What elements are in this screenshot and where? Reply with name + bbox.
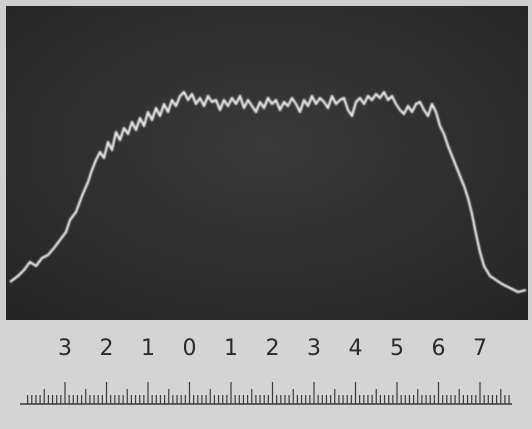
ruler-label: 2 [100,336,114,361]
ruler-label: 3 [58,336,72,361]
ruler-label: 2 [266,336,280,361]
ruler-label: 1 [224,336,238,361]
ruler-label: 4 [349,336,363,361]
ruler-ticks [27,382,510,404]
ruler-labels: 3 2 1 0 1 2 3 4 5 6 7 [58,336,487,361]
oscilloscope-screen [6,6,528,320]
ruler-label: 3 [307,336,321,361]
ruler [0,320,532,429]
ruler-label: 1 [141,336,155,361]
ruler-label: 6 [432,336,446,361]
ruler-label: 0 [183,336,197,361]
ruler-label: 5 [390,336,404,361]
signal-trace [9,90,527,294]
ruler-label: 7 [473,336,487,361]
